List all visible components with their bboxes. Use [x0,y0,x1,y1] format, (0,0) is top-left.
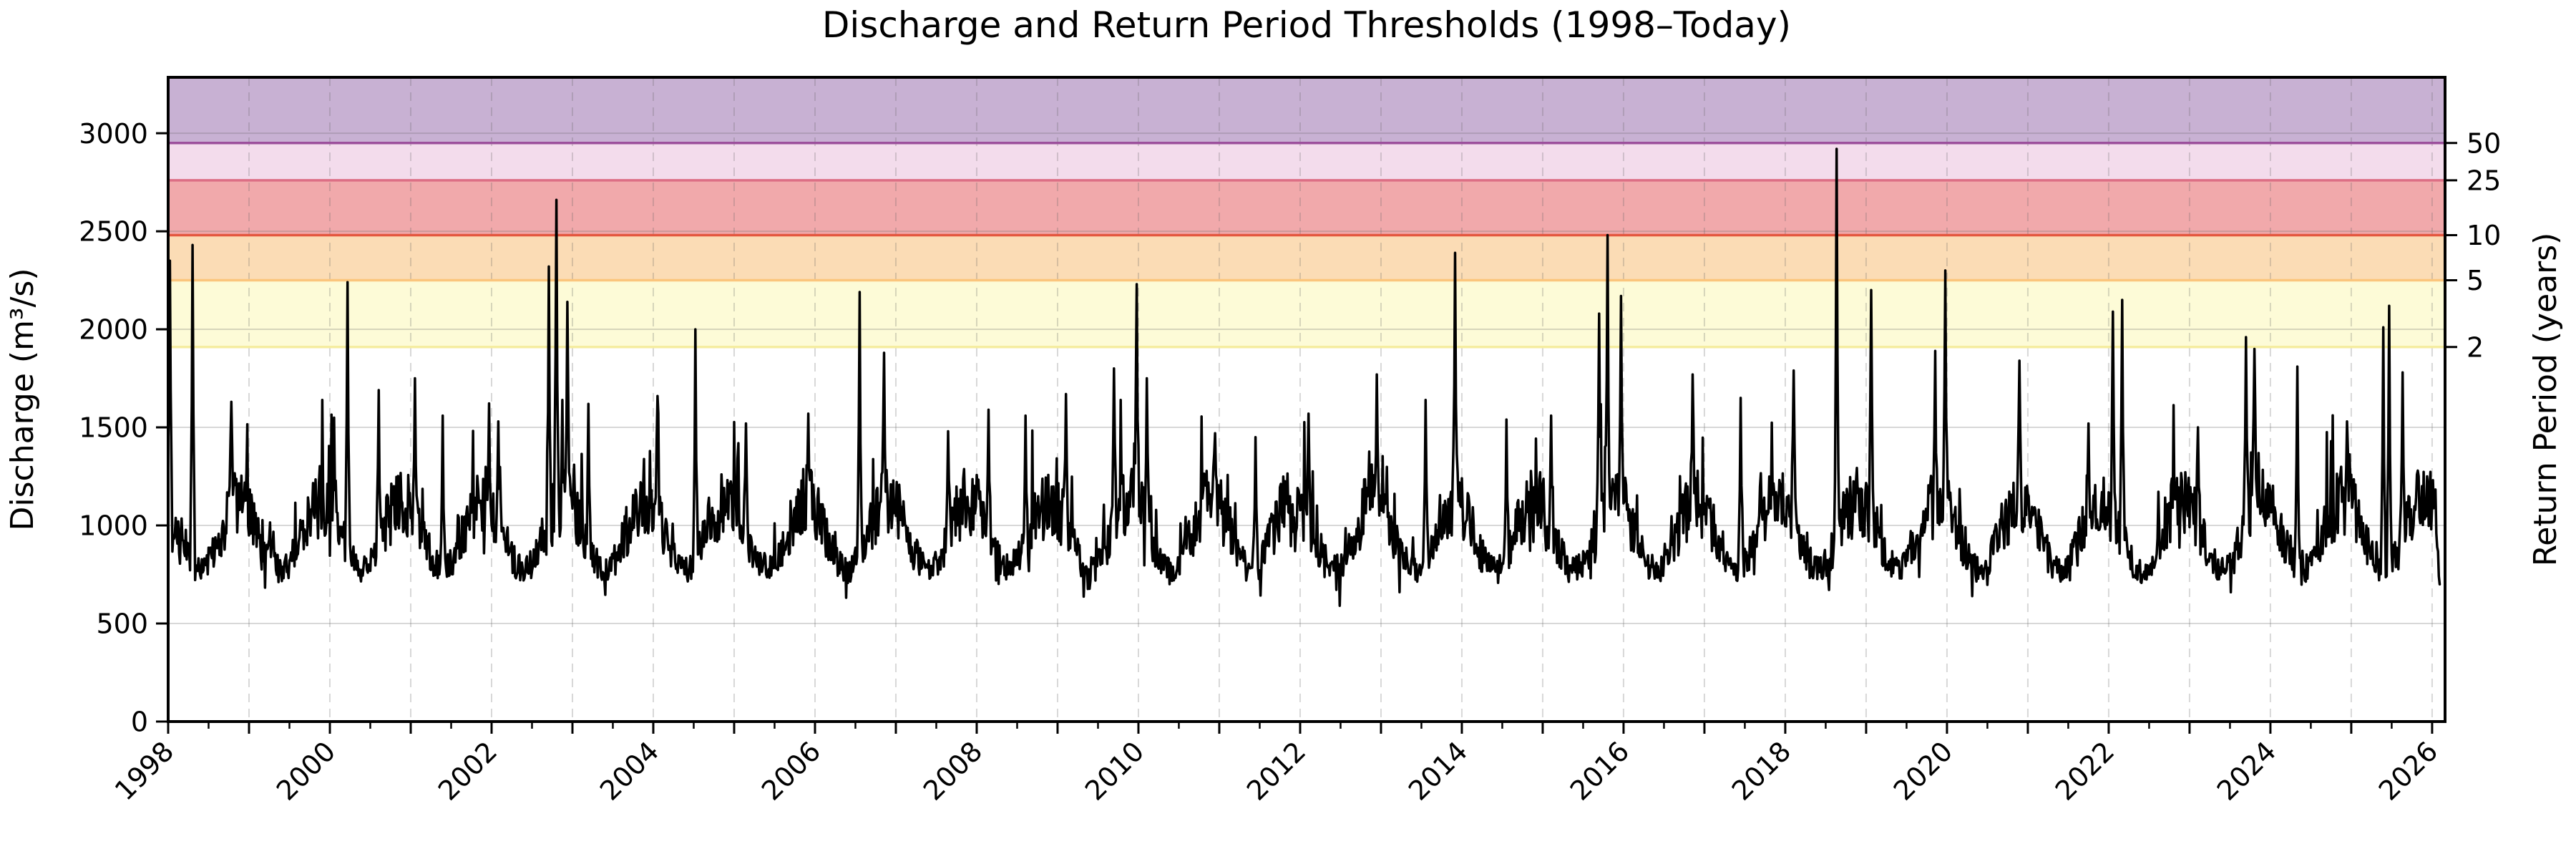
x-tick-label: 1998 [109,735,180,807]
return-period-tick-label: 5 [2467,265,2484,296]
return-period-band-2 [168,280,2445,347]
x-tick-label: 2020 [1888,735,1959,807]
y-tick-label: 2500 [79,216,148,248]
axes [167,76,2446,723]
return-period-band-25 [168,142,2445,180]
x-tick-label: 2008 [917,735,989,807]
right-y-axis-label: Return Period (years) [2527,233,2564,567]
discharge-series [167,147,2441,607]
x-tick-label: 2016 [1564,735,1636,807]
y-tick-label: 1500 [79,412,148,444]
plot-border [167,76,2446,723]
x-tick-label: 2014 [1402,735,1474,807]
discharge-line [167,147,2441,607]
x-tick-label: 2004 [594,735,665,807]
y-tick-label: 2000 [79,314,148,346]
x-tick-label: 2024 [2211,735,2283,807]
left-y-axis-label: Discharge (m³/s) [4,268,41,531]
x-tick-label: 2010 [1079,735,1151,807]
return-period-band-50 [168,77,2445,143]
return-period-tick-label: 10 [2467,220,2501,251]
x-tick-label: 2012 [1241,735,1312,807]
return-period-bands [168,77,2445,347]
chart-title: Discharge and Return Period Thresholds (… [822,4,1791,46]
x-tick-label: 2000 [270,735,342,807]
return-period-band-10 [168,180,2445,236]
x-tick-label: 2006 [756,735,827,807]
y-tick-label: 0 [131,707,148,738]
y-tick-label: 1000 [79,510,148,542]
y-tick-label: 3000 [79,118,148,150]
return-period-tick-label: 25 [2467,165,2501,197]
return-period-tick-label: 50 [2467,127,2501,159]
y-tick-label: 500 [96,608,148,640]
x-tick-label: 2018 [1726,735,1797,807]
x-tick-label: 2002 [432,735,504,807]
return-period-band-5 [168,235,2445,281]
x-tick-label: 2022 [2049,735,2121,807]
return-period-tick-label: 2 [2467,331,2484,363]
x-tick-label: 2026 [2373,735,2444,807]
